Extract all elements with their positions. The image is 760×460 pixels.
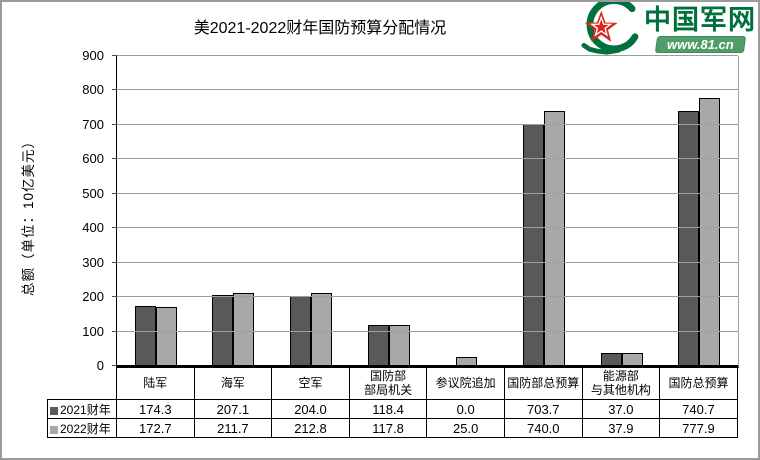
bar: [155, 307, 177, 366]
pla-star-icon: [581, 2, 639, 55]
bar: [600, 353, 622, 366]
bar-group: [272, 56, 350, 366]
category-header-cell: 国防总预算: [659, 365, 738, 400]
y-tick-label: 600: [82, 151, 104, 167]
y-axis-tick-labels: 0 100 200 300 400 500 600 700 800 900: [62, 48, 110, 373]
y-tick-mark: [112, 55, 117, 56]
gridline: [117, 192, 738, 194]
gridline: [117, 89, 738, 91]
bar-group: [195, 56, 273, 366]
site-name: 中国军网: [644, 5, 756, 35]
bar: [678, 111, 700, 366]
gridline: [117, 158, 738, 160]
table-row: 2021财年 174.3 207.1 204.0 118.4 0.0 703.7 37.0 74…: [47, 399, 738, 419]
site-url-banner: www.81.cn: [654, 36, 746, 53]
bar: [699, 98, 721, 366]
value-cell: 703.7: [503, 399, 583, 419]
value-cell: 211.7: [193, 418, 273, 438]
value-cell: 117.8: [348, 418, 428, 438]
bar-groups: [117, 56, 738, 366]
gridline: [117, 330, 738, 332]
y-tick-label: 500: [82, 185, 104, 201]
category-header-cell: 国防部总预算: [503, 365, 583, 400]
legend-marker-icon: [50, 406, 58, 415]
y-tick-label: 300: [82, 254, 104, 270]
value-cell: 212.8: [271, 418, 350, 438]
value-cell: 740.0: [503, 418, 583, 438]
bar: [233, 293, 255, 366]
value-cell: 37.0: [581, 399, 661, 419]
bar: [311, 293, 333, 366]
bar-group: [583, 56, 661, 366]
y-tick-mark: [112, 227, 117, 229]
y-tick-mark: [112, 365, 117, 366]
bar: [621, 353, 643, 366]
bar-group: [505, 56, 583, 366]
y-tick-mark: [112, 330, 117, 332]
category-header-cell: 空军: [271, 365, 350, 400]
bar: [388, 325, 410, 366]
y-tick-label: 100: [82, 323, 104, 339]
y-tick-mark: [112, 89, 117, 91]
gridline: [117, 227, 738, 229]
value-cell: 174.3: [116, 399, 195, 419]
bar: [455, 357, 477, 366]
value-cell: 118.4: [348, 399, 428, 419]
table-corner-cell: [48, 366, 117, 400]
plot-area: [112, 55, 739, 368]
bar: [212, 295, 234, 366]
bar: [543, 111, 565, 366]
bar: [367, 325, 389, 366]
value-cell: 37.9: [581, 418, 661, 438]
value-cell: 204.0: [271, 399, 350, 419]
legend-marker-icon: [50, 425, 58, 434]
category-header-cell: 国防部 部局机关: [348, 365, 428, 400]
bar-group: [428, 56, 506, 366]
gridline: [117, 296, 738, 298]
value-cell: 740.7: [659, 399, 738, 419]
y-tick-mark: [112, 158, 117, 160]
y-tick-mark: [112, 296, 117, 298]
y-tick-mark: [112, 261, 117, 263]
data-table: 陆军 海军 空军 国防部 部局机关 参议院追加 国防部总预算 能源部 与其他机构 国防总预算 2…: [47, 365, 738, 438]
bar-group: [350, 56, 428, 366]
gridline: [117, 261, 738, 263]
category-header-cell: 参议院追加: [426, 365, 505, 400]
category-header-cell: 海军: [193, 365, 273, 400]
value-cell: 207.1: [193, 399, 273, 419]
y-tick-label: 0: [96, 358, 104, 373]
site-logo: 中国军网 www.81.cn: [574, 2, 756, 56]
value-cell: 0.0: [426, 399, 505, 419]
y-tick-label: 900: [82, 48, 104, 63]
y-tick-label: 700: [82, 116, 104, 132]
value-cell: 777.9: [659, 418, 738, 438]
bar-group: [117, 56, 195, 366]
y-tick-label: 800: [82, 82, 104, 98]
legend-cell: 2022财年: [47, 418, 117, 438]
legend-cell: 2021财年: [47, 399, 117, 419]
chart-title: 美2021-2022财年国防预算分配情况: [193, 20, 447, 37]
red-star: [584, 10, 618, 42]
value-cell: 25.0: [426, 418, 505, 438]
table-row: 2022财年 172.7 211.7 212.8 117.8 25.0 740.0 37.9 7…: [47, 418, 738, 438]
bar: [134, 306, 156, 366]
category-header-cell: 陆军: [116, 365, 195, 400]
bar-group: [660, 56, 738, 366]
category-header-cell: 能源部 与其他机构: [581, 365, 661, 400]
value-cell: 172.7: [116, 418, 195, 438]
site-url: www.81.cn: [666, 37, 734, 52]
y-axis-title: 总额（单位：10亿美元）: [21, 133, 36, 297]
y-tick-label: 400: [82, 220, 104, 236]
y-tick-mark: [112, 123, 117, 125]
gridline: [117, 55, 738, 56]
gridline: [117, 123, 738, 125]
y-tick-mark: [112, 192, 117, 194]
y-tick-label: 200: [82, 289, 104, 305]
